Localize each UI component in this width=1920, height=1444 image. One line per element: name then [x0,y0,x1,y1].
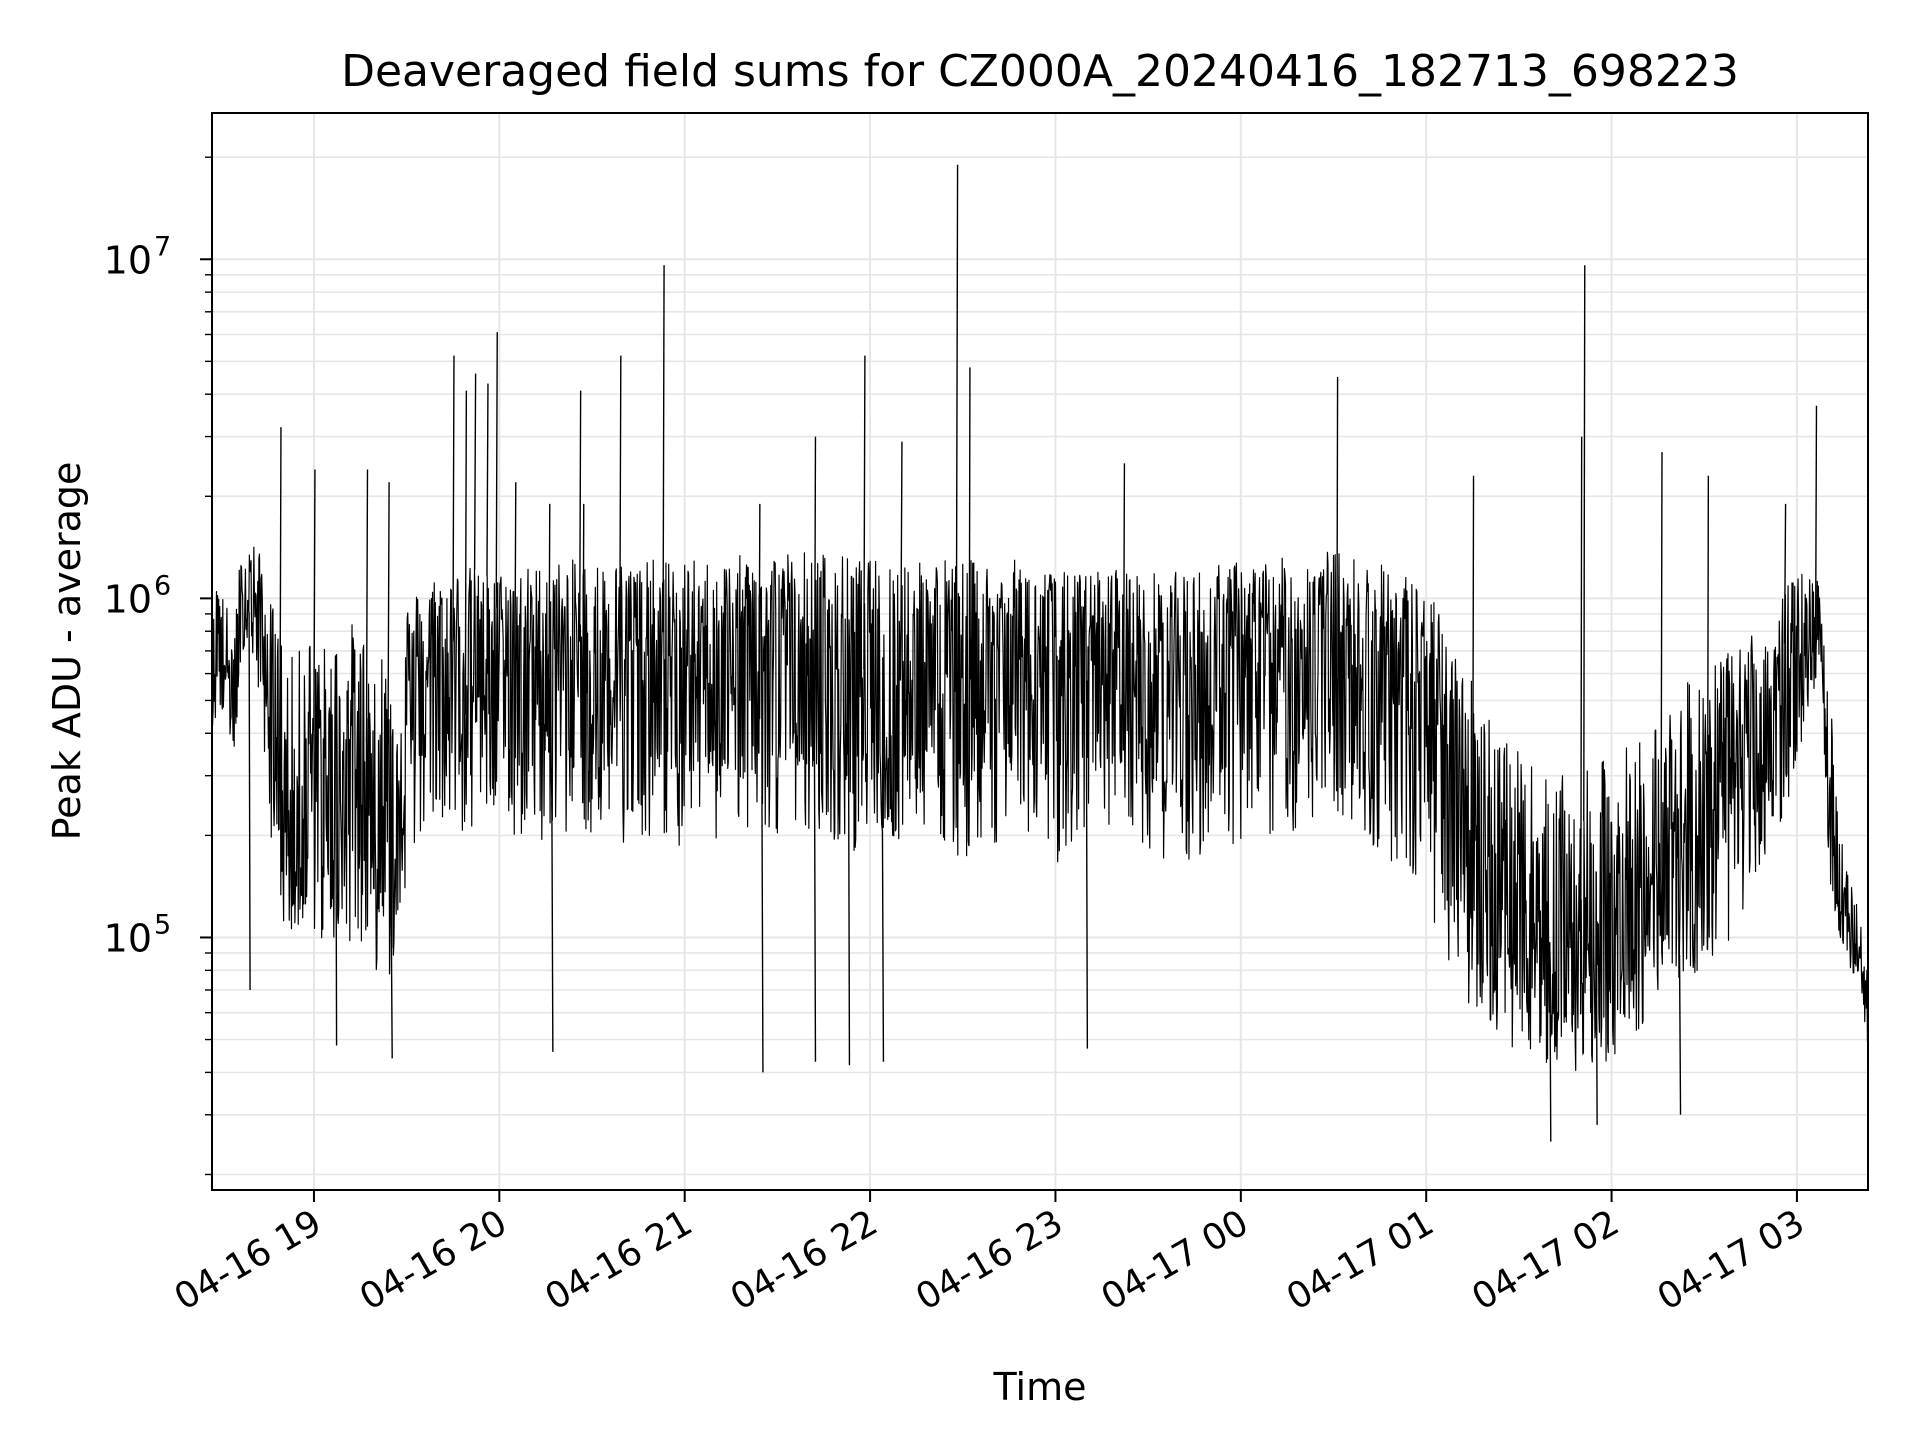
series-spike [578,390,582,642]
series-spike [1706,475,1710,950]
y-tick-label-base: 10 [104,577,152,621]
series-spike [619,355,622,639]
series-dip [761,796,764,1073]
series-dip [551,800,554,1052]
series-spike [464,390,468,715]
y-tick-label: 10 [104,577,152,621]
y-tick-label-base: 10 [104,238,152,282]
series-spike [473,373,477,570]
series-spike [1583,265,1586,822]
y-tick-label-exponent: 5 [154,909,171,940]
series-spike [758,503,761,754]
series-spike [365,469,369,742]
series-spike [955,164,959,567]
y-tick-label-exponent: 6 [154,570,171,601]
series-dip [1678,954,1682,1115]
series-line [211,546,1869,1071]
series-spike [514,482,517,704]
series-spike [1335,376,1339,791]
series-spike [863,355,866,670]
series-spike [813,436,817,754]
series-spike [1783,503,1787,644]
grid-lines [212,113,1868,1190]
series-spike [486,383,489,576]
y-tick-label-base: 10 [104,916,152,960]
series-spike [387,482,390,720]
series-spike [279,427,282,737]
y-tick-label-exponent: 7 [154,231,171,262]
series-spike [968,367,971,846]
series-spike [1660,452,1663,884]
series-spike [452,355,455,642]
y-tick-label: 10 [104,916,152,960]
series-spike [1814,405,1818,678]
x-axis-label: Time [993,1365,1087,1409]
series-spike [1579,436,1583,1014]
series-dip [248,612,251,990]
data-series [211,164,1869,1142]
series-dip [813,753,817,1062]
series-dip [1549,942,1552,1142]
series-dip [847,712,851,1066]
series-dip [390,911,393,1059]
series-spike [582,503,585,803]
series-spike [662,265,665,632]
chart-title: Deaveraged field sums for CZ000A_2024041… [341,46,1739,97]
series-spike [313,469,316,719]
series-spike [900,441,903,630]
series-spike [1122,463,1126,751]
series-spike [1471,475,1475,927]
series-dip [1595,871,1598,1125]
series-dip [881,829,885,1062]
series-spike [548,503,551,753]
series-spike [495,332,498,608]
series-dip [1085,705,1089,1049]
y-axis-label: Peak ADU - average [45,462,89,841]
series-dip [334,655,338,1046]
y-tick-label: 10 [104,238,152,282]
